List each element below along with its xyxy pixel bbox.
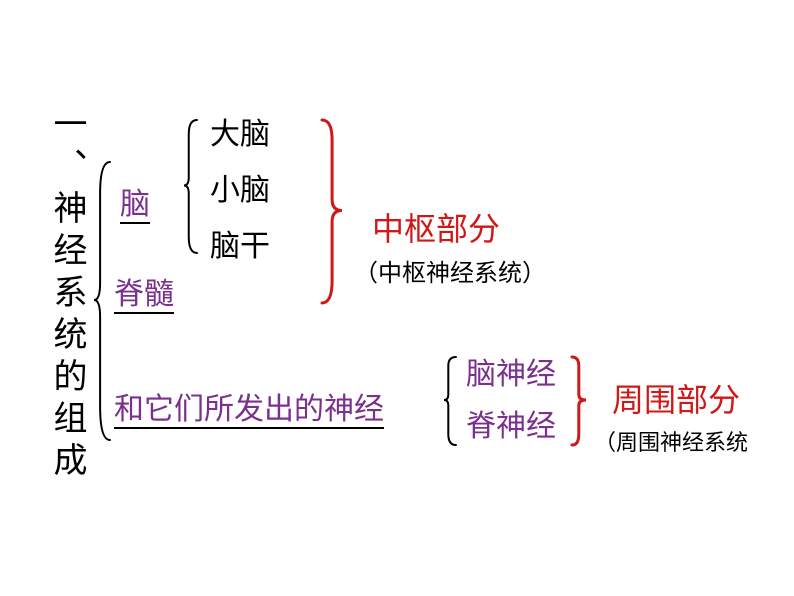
brace-peripheral <box>570 355 594 449</box>
node-brain: 脑 <box>120 190 150 224</box>
peripheral-sub: （周围神经系统 <box>594 432 748 454</box>
node-spinal-nerve: 脊神经 <box>466 412 556 442</box>
peripheral-title: 周围部分 <box>612 384 740 416</box>
central-sub: （中枢神经系统） <box>354 262 546 286</box>
section-title: 一、神经系统的组成 <box>42 106 91 484</box>
central-title: 中枢部分 <box>372 213 500 245</box>
node-nerves-from: 和它们所发出的神经 <box>114 395 384 429</box>
node-spinal-cord: 脊髓 <box>114 280 174 314</box>
brace-brain <box>182 118 205 257</box>
node-cerebrum: 大脑 <box>210 120 270 150</box>
brace-central <box>320 118 350 307</box>
node-brainstem: 脑干 <box>210 232 270 262</box>
brace-main <box>92 160 118 444</box>
brace-nerves <box>442 355 464 449</box>
node-cerebellum: 小脑 <box>210 176 270 206</box>
node-cranial-nerve: 脑神经 <box>466 360 556 390</box>
